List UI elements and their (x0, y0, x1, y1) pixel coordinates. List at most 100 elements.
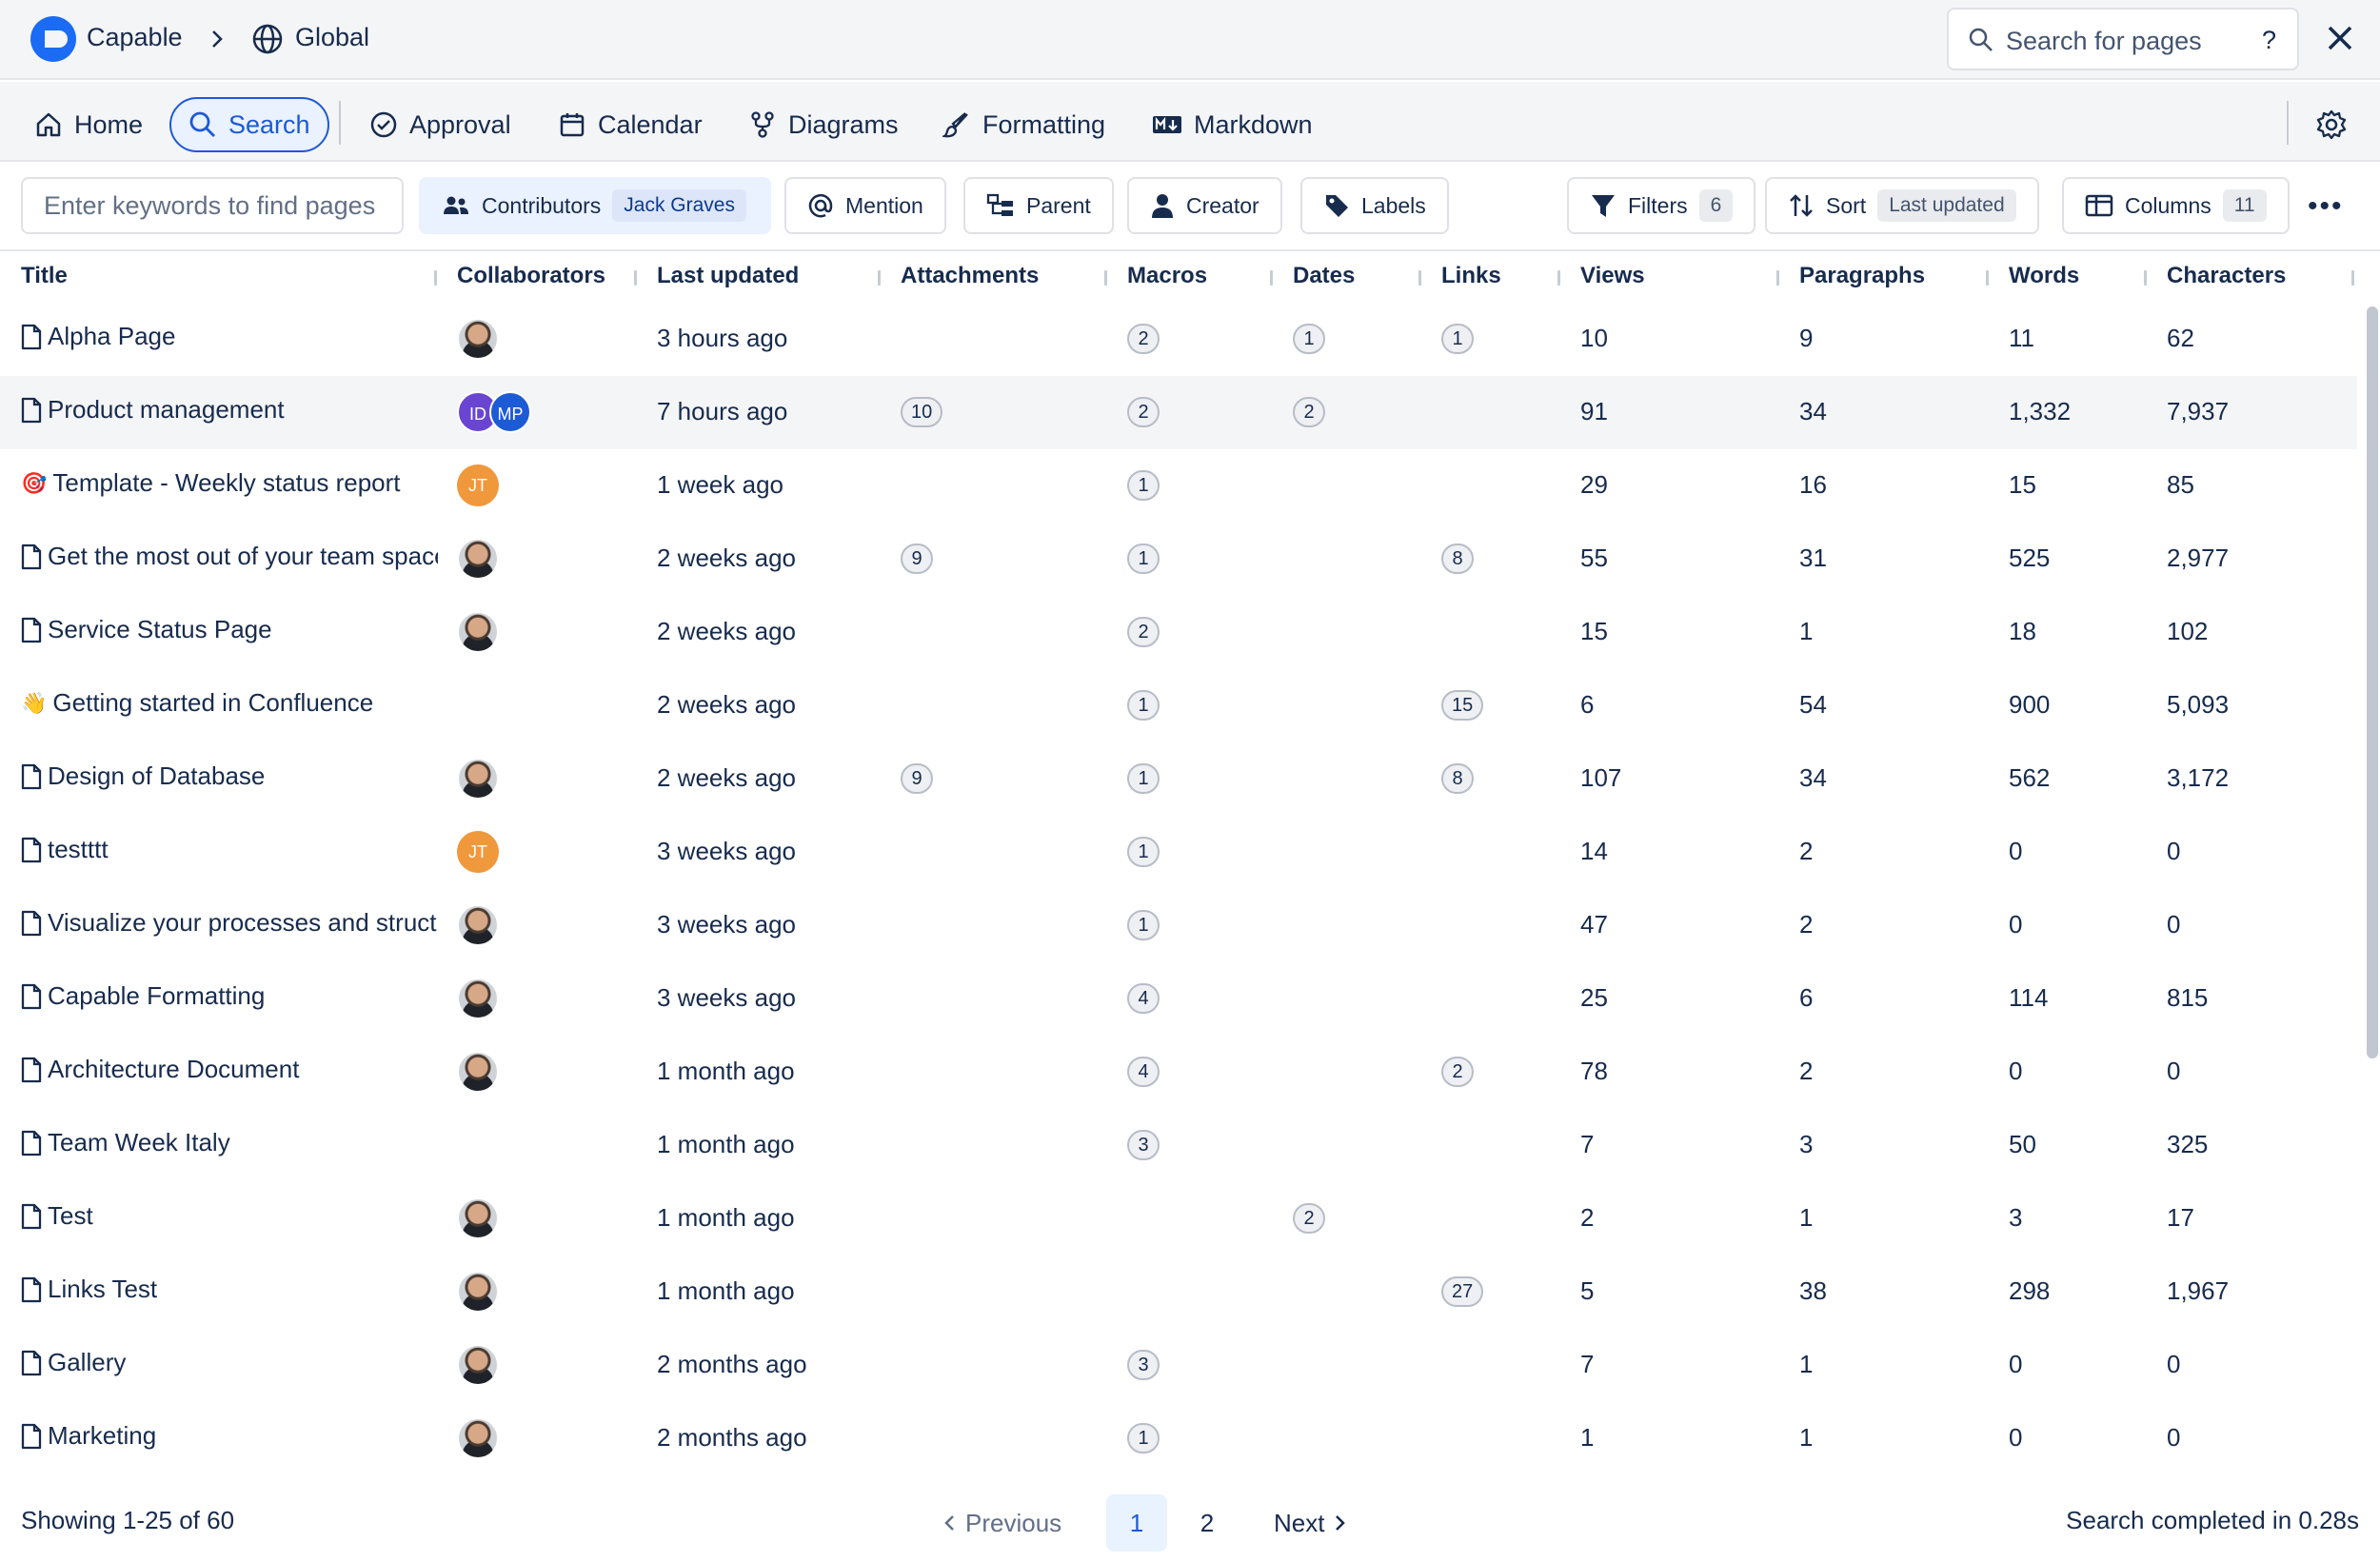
col-attachments[interactable]: Attachments (901, 263, 1040, 288)
avatar[interactable] (457, 1051, 499, 1093)
col-paragraphs[interactable]: Paragraphs (1799, 263, 1926, 288)
columns-button[interactable]: Columns 11 (2062, 177, 2290, 234)
labels-filter[interactable]: Labels (1300, 177, 1449, 234)
mention-filter[interactable]: Mention (784, 177, 946, 234)
avatar[interactable] (457, 1417, 499, 1459)
page-title-link[interactable]: Team Week Italy (21, 1128, 438, 1157)
column-resize-handle[interactable] (1986, 270, 1989, 286)
page-title-link[interactable]: Service Status Page (21, 615, 438, 644)
column-resize-handle[interactable] (1776, 270, 1779, 286)
column-resize-handle[interactable] (1557, 270, 1560, 286)
nav-approval[interactable]: Approval (369, 97, 511, 152)
nav-markdown[interactable]: Markdown (1152, 97, 1313, 152)
avatar[interactable] (457, 1197, 499, 1239)
column-resize-handle[interactable] (2351, 270, 2354, 286)
table-row[interactable]: Capable Formatting 3 weeks ago 25 6 114 815 4 (0, 962, 2357, 1036)
page-title-link[interactable]: Architecture Document (21, 1055, 438, 1084)
page-1-button[interactable]: 1 (1106, 1494, 1167, 1552)
nav-home[interactable]: Home (34, 97, 143, 152)
filters-label: Filters (1628, 192, 1688, 218)
help-button[interactable]: ? (2261, 26, 2276, 54)
page-title-link[interactable]: Capable Formatting (21, 981, 438, 1011)
page-title-link[interactable]: Links Test (21, 1275, 438, 1304)
col-title[interactable]: Title (21, 263, 68, 288)
column-resize-handle[interactable] (634, 270, 637, 286)
col-last-updated[interactable]: Last updated (657, 263, 800, 288)
top-search-box[interactable]: Search for pages ? (1947, 8, 2299, 70)
next-page-button[interactable]: Next (1274, 1494, 1347, 1552)
table-row[interactable]: Visualize your processes and structures 3… (0, 889, 2357, 962)
table-row[interactable]: Test 1 month ago 2 1 3 17 2 (0, 1182, 2357, 1256)
avatar[interactable] (457, 538, 499, 580)
column-resize-handle[interactable] (1104, 270, 1107, 286)
macros-count-badge: 2 (1127, 617, 1160, 647)
filters-button[interactable]: Filters 6 (1567, 177, 1756, 234)
page-2-button[interactable]: 2 (1200, 1508, 1215, 1537)
table-row[interactable]: Gallery 2 months ago 7 1 0 0 3 (0, 1329, 2357, 1402)
column-resize-handle[interactable] (434, 270, 437, 286)
page-title-link[interactable]: Product management (21, 395, 438, 425)
page-title-link[interactable]: Marketing (21, 1421, 438, 1451)
page-title-link[interactable]: Test (21, 1201, 438, 1231)
contributors-filter[interactable]: Contributors Jack Graves (419, 177, 771, 234)
column-resize-handle[interactable] (878, 270, 881, 286)
more-options-icon[interactable]: ••• (2308, 190, 2344, 222)
page-title-link[interactable]: Design of Database (21, 761, 438, 791)
page-title-link[interactable]: Get the most out of your team space (21, 542, 438, 571)
col-collaborators[interactable]: Collaborators (457, 263, 606, 288)
avatar[interactable] (457, 611, 499, 653)
creator-filter[interactable]: Creator (1127, 177, 1282, 234)
table-row[interactable]: 👋 Getting started in Confluence 2 weeks ag… (0, 669, 2357, 742)
col-links[interactable]: Links (1441, 263, 1501, 288)
avatar[interactable]: MP (489, 391, 531, 433)
table-row[interactable]: Links Test 1 month ago 5 38 298 1,967 27 (0, 1256, 2357, 1329)
nav-calendar[interactable]: Calendar (558, 97, 703, 152)
page-title-link[interactable]: Alpha Page (21, 322, 438, 351)
avatar[interactable] (457, 1271, 499, 1313)
nav-search[interactable]: Search (169, 97, 329, 152)
previous-page-button[interactable]: Previous (942, 1494, 1061, 1552)
page-title-link[interactable]: Visualize your processes and structures (21, 908, 438, 938)
avatar[interactable]: JT (457, 831, 499, 873)
avatar[interactable] (457, 904, 499, 946)
nav-formatting[interactable]: Formatting (942, 97, 1105, 152)
macros-count-badge: 1 (1127, 470, 1160, 501)
table-row[interactable]: Architecture Document 1 month ago 78 2 0 0 4 2 (0, 1036, 2357, 1109)
gear-icon[interactable] (2315, 109, 2348, 141)
avatar[interactable] (457, 978, 499, 1019)
sort-button[interactable]: Sort Last updated (1765, 177, 2039, 234)
table-row[interactable]: Get the most out of your team space 2 wee… (0, 523, 2357, 596)
col-macros[interactable]: Macros (1127, 263, 1208, 288)
capable-logo-icon[interactable] (30, 16, 76, 62)
table-row[interactable]: Alpha Page 3 hours ago 10 9 11 62 2 1 1 (0, 303, 2357, 376)
table-row[interactable]: Design of Database 2 weeks ago 107 34 562 3,1… (0, 742, 2357, 816)
table-row[interactable]: testttt JT 3 weeks ago 14 2 0 0 1 (0, 816, 2357, 889)
table-row[interactable]: Service Status Page 2 weeks ago 15 1 18 102 2 (0, 596, 2357, 669)
parent-filter[interactable]: Parent (963, 177, 1114, 234)
avatar[interactable] (457, 758, 499, 800)
scrollbar-thumb[interactable] (2367, 306, 2378, 1058)
page-title-link[interactable]: testttt (21, 835, 438, 864)
avatar[interactable]: JT (457, 465, 499, 506)
column-resize-handle[interactable] (2144, 270, 2147, 286)
avatar[interactable] (457, 318, 499, 360)
column-resize-handle[interactable] (1270, 270, 1273, 286)
keyword-search-input[interactable] (21, 177, 404, 234)
page-title-link[interactable]: Gallery (21, 1348, 438, 1377)
table-row[interactable]: Marketing 2 months ago 1 1 0 0 1 (0, 1402, 2357, 1475)
table-row[interactable]: 🎯 Template - Weekly status report JT 1 week… (0, 449, 2357, 523)
table-row[interactable]: Team Week Italy 1 month ago 7 3 50 325 3 (0, 1109, 2357, 1182)
nav-diagrams[interactable]: Diagrams (748, 97, 899, 152)
col-views[interactable]: Views (1580, 263, 1645, 288)
page-title-link[interactable]: 👋 Getting started in Confluence (21, 688, 438, 718)
col-words[interactable]: Words (2009, 263, 2080, 288)
page-title-link[interactable]: 🎯 Template - Weekly status report (21, 468, 438, 498)
column-resize-handle[interactable] (1418, 270, 1421, 286)
breadcrumb-space[interactable]: Global (295, 23, 370, 51)
table-row[interactable]: Product management ID MP 7 hours ago 91 34 1,3… (0, 376, 2357, 449)
col-dates[interactable]: Dates (1293, 263, 1356, 288)
close-icon[interactable] (2323, 21, 2357, 55)
breadcrumb-app[interactable]: Capable (87, 23, 183, 51)
col-characters[interactable]: Characters (2167, 263, 2287, 288)
avatar[interactable] (457, 1344, 499, 1386)
